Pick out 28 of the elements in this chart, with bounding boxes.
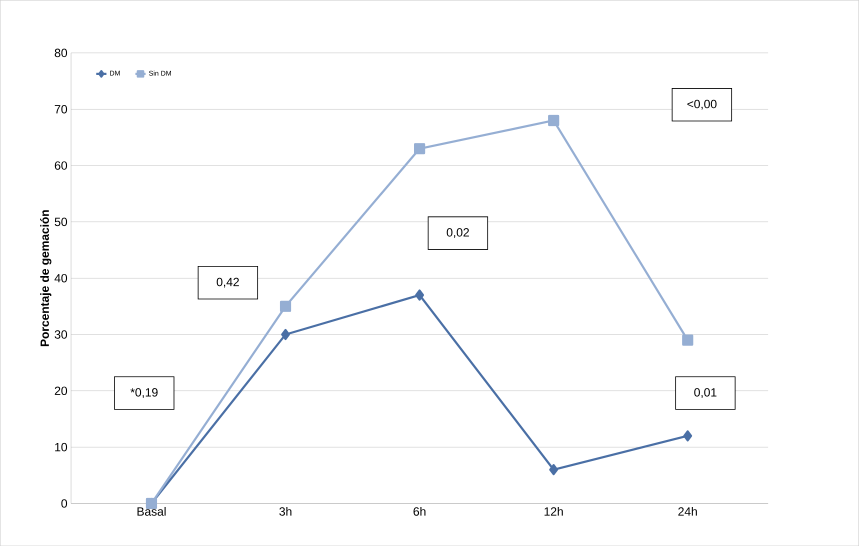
y-tick-label: 80 — [54, 48, 68, 58]
y-tick-label: 70 — [54, 104, 68, 114]
x-tick-label: 24h — [678, 506, 697, 516]
annotation: 0,42 — [216, 278, 239, 288]
point — [682, 334, 694, 346]
y-tick-label: 40 — [54, 274, 68, 282]
y-tick-label: 30 — [54, 330, 68, 339]
y-tick-label: 10 — [55, 442, 68, 452]
y-tick-label: 60 — [54, 161, 68, 170]
x-tick-label: 6h — [414, 506, 426, 516]
point — [683, 430, 692, 442]
annotation: 0,01 — [694, 388, 716, 398]
annotation: 0,02 — [446, 228, 469, 238]
point — [415, 289, 424, 301]
point — [548, 114, 560, 126]
annotation: *0,19 — [130, 388, 158, 398]
y-axis-title: Porcentaje de gemación — [40, 210, 52, 346]
point — [281, 328, 290, 340]
y-tick-label: 0 — [61, 499, 68, 508]
point — [414, 142, 426, 154]
x-tick-label: 3h — [279, 506, 292, 516]
y-tick-label: 50 — [54, 218, 68, 226]
point — [549, 464, 558, 476]
annotation: <0,00 — [687, 100, 717, 110]
x-tick-label: 12h — [544, 506, 563, 516]
point — [280, 300, 292, 312]
x-tick-label: Basal — [138, 506, 166, 516]
y-tick-label: 20 — [54, 386, 68, 395]
